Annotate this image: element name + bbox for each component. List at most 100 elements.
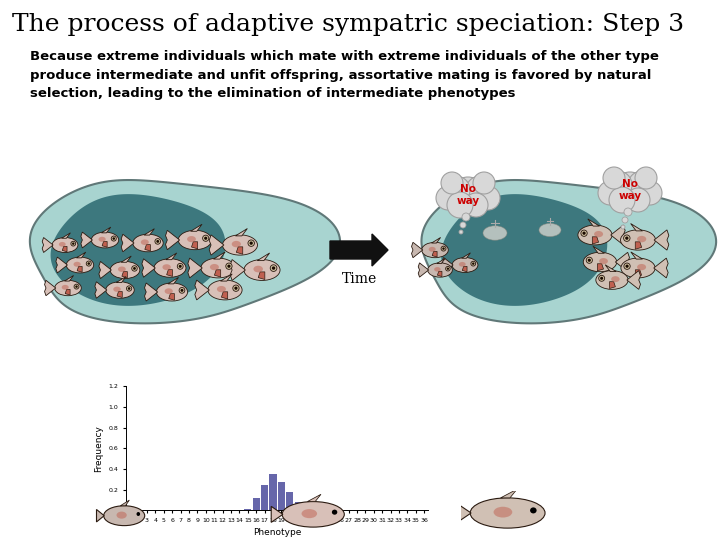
Ellipse shape xyxy=(578,225,612,245)
Bar xyxy=(278,482,285,510)
Circle shape xyxy=(621,225,625,229)
Ellipse shape xyxy=(165,288,173,294)
Ellipse shape xyxy=(118,267,126,272)
Bar xyxy=(294,502,302,510)
Polygon shape xyxy=(222,292,228,299)
Polygon shape xyxy=(50,194,225,306)
Polygon shape xyxy=(421,180,716,323)
Polygon shape xyxy=(437,258,445,264)
Circle shape xyxy=(436,186,460,210)
Polygon shape xyxy=(654,230,669,250)
Circle shape xyxy=(460,222,466,228)
Circle shape xyxy=(250,241,253,245)
Polygon shape xyxy=(192,242,197,249)
Polygon shape xyxy=(220,274,232,281)
Polygon shape xyxy=(654,258,668,278)
Polygon shape xyxy=(144,228,154,235)
Circle shape xyxy=(472,262,474,265)
Polygon shape xyxy=(45,280,55,296)
Polygon shape xyxy=(609,282,616,288)
Ellipse shape xyxy=(66,257,94,273)
Ellipse shape xyxy=(113,287,121,292)
Ellipse shape xyxy=(282,502,344,527)
Ellipse shape xyxy=(179,231,212,249)
Ellipse shape xyxy=(428,247,436,252)
Polygon shape xyxy=(99,261,112,279)
Polygon shape xyxy=(168,294,174,300)
Polygon shape xyxy=(117,292,122,298)
Polygon shape xyxy=(627,271,641,289)
Ellipse shape xyxy=(99,237,106,242)
Ellipse shape xyxy=(493,507,513,517)
Polygon shape xyxy=(166,269,173,276)
Polygon shape xyxy=(195,280,210,300)
Ellipse shape xyxy=(222,235,258,255)
Circle shape xyxy=(111,236,116,241)
Ellipse shape xyxy=(73,262,81,267)
Ellipse shape xyxy=(470,498,545,528)
Circle shape xyxy=(442,176,470,204)
Circle shape xyxy=(459,230,463,234)
Bar xyxy=(261,485,268,510)
Polygon shape xyxy=(145,283,158,301)
Polygon shape xyxy=(418,263,428,277)
Circle shape xyxy=(609,187,635,213)
Text: No
way: No way xyxy=(456,184,480,206)
Circle shape xyxy=(156,240,159,243)
Text: Time: Time xyxy=(343,272,377,286)
Circle shape xyxy=(626,188,650,212)
Ellipse shape xyxy=(637,264,646,270)
Polygon shape xyxy=(56,257,68,273)
Circle shape xyxy=(132,266,138,271)
Circle shape xyxy=(599,275,605,281)
Bar xyxy=(303,509,310,510)
Text: No
way: No way xyxy=(618,179,642,201)
Polygon shape xyxy=(307,494,321,502)
Bar xyxy=(287,491,293,510)
Ellipse shape xyxy=(232,241,241,247)
Ellipse shape xyxy=(154,259,186,277)
Polygon shape xyxy=(593,237,598,244)
Circle shape xyxy=(87,262,90,265)
Circle shape xyxy=(588,259,591,262)
Ellipse shape xyxy=(55,280,81,296)
Circle shape xyxy=(155,239,161,244)
Ellipse shape xyxy=(539,224,561,237)
Polygon shape xyxy=(116,276,126,282)
Ellipse shape xyxy=(62,285,68,290)
Ellipse shape xyxy=(434,267,441,272)
Polygon shape xyxy=(588,219,600,226)
Circle shape xyxy=(181,289,184,292)
Polygon shape xyxy=(142,259,156,277)
Polygon shape xyxy=(236,247,243,254)
Circle shape xyxy=(202,235,209,241)
Polygon shape xyxy=(102,227,111,233)
Circle shape xyxy=(582,232,585,235)
Ellipse shape xyxy=(428,263,452,277)
Polygon shape xyxy=(257,253,269,261)
Circle shape xyxy=(628,171,656,199)
Ellipse shape xyxy=(596,271,628,289)
Circle shape xyxy=(581,230,588,237)
Circle shape xyxy=(234,287,238,290)
Polygon shape xyxy=(63,246,67,252)
Circle shape xyxy=(450,177,486,213)
Polygon shape xyxy=(442,258,453,273)
Polygon shape xyxy=(412,242,423,258)
Polygon shape xyxy=(616,252,629,272)
Polygon shape xyxy=(611,225,625,245)
Polygon shape xyxy=(102,241,107,247)
Bar xyxy=(269,474,276,510)
Ellipse shape xyxy=(583,252,617,272)
Polygon shape xyxy=(76,252,86,258)
Ellipse shape xyxy=(244,260,280,280)
Ellipse shape xyxy=(187,236,196,242)
Circle shape xyxy=(137,512,140,516)
Ellipse shape xyxy=(217,286,226,292)
Circle shape xyxy=(624,263,630,269)
Ellipse shape xyxy=(611,276,620,282)
Circle shape xyxy=(586,257,593,264)
Bar xyxy=(244,509,251,510)
Circle shape xyxy=(612,172,648,208)
Polygon shape xyxy=(122,272,127,278)
